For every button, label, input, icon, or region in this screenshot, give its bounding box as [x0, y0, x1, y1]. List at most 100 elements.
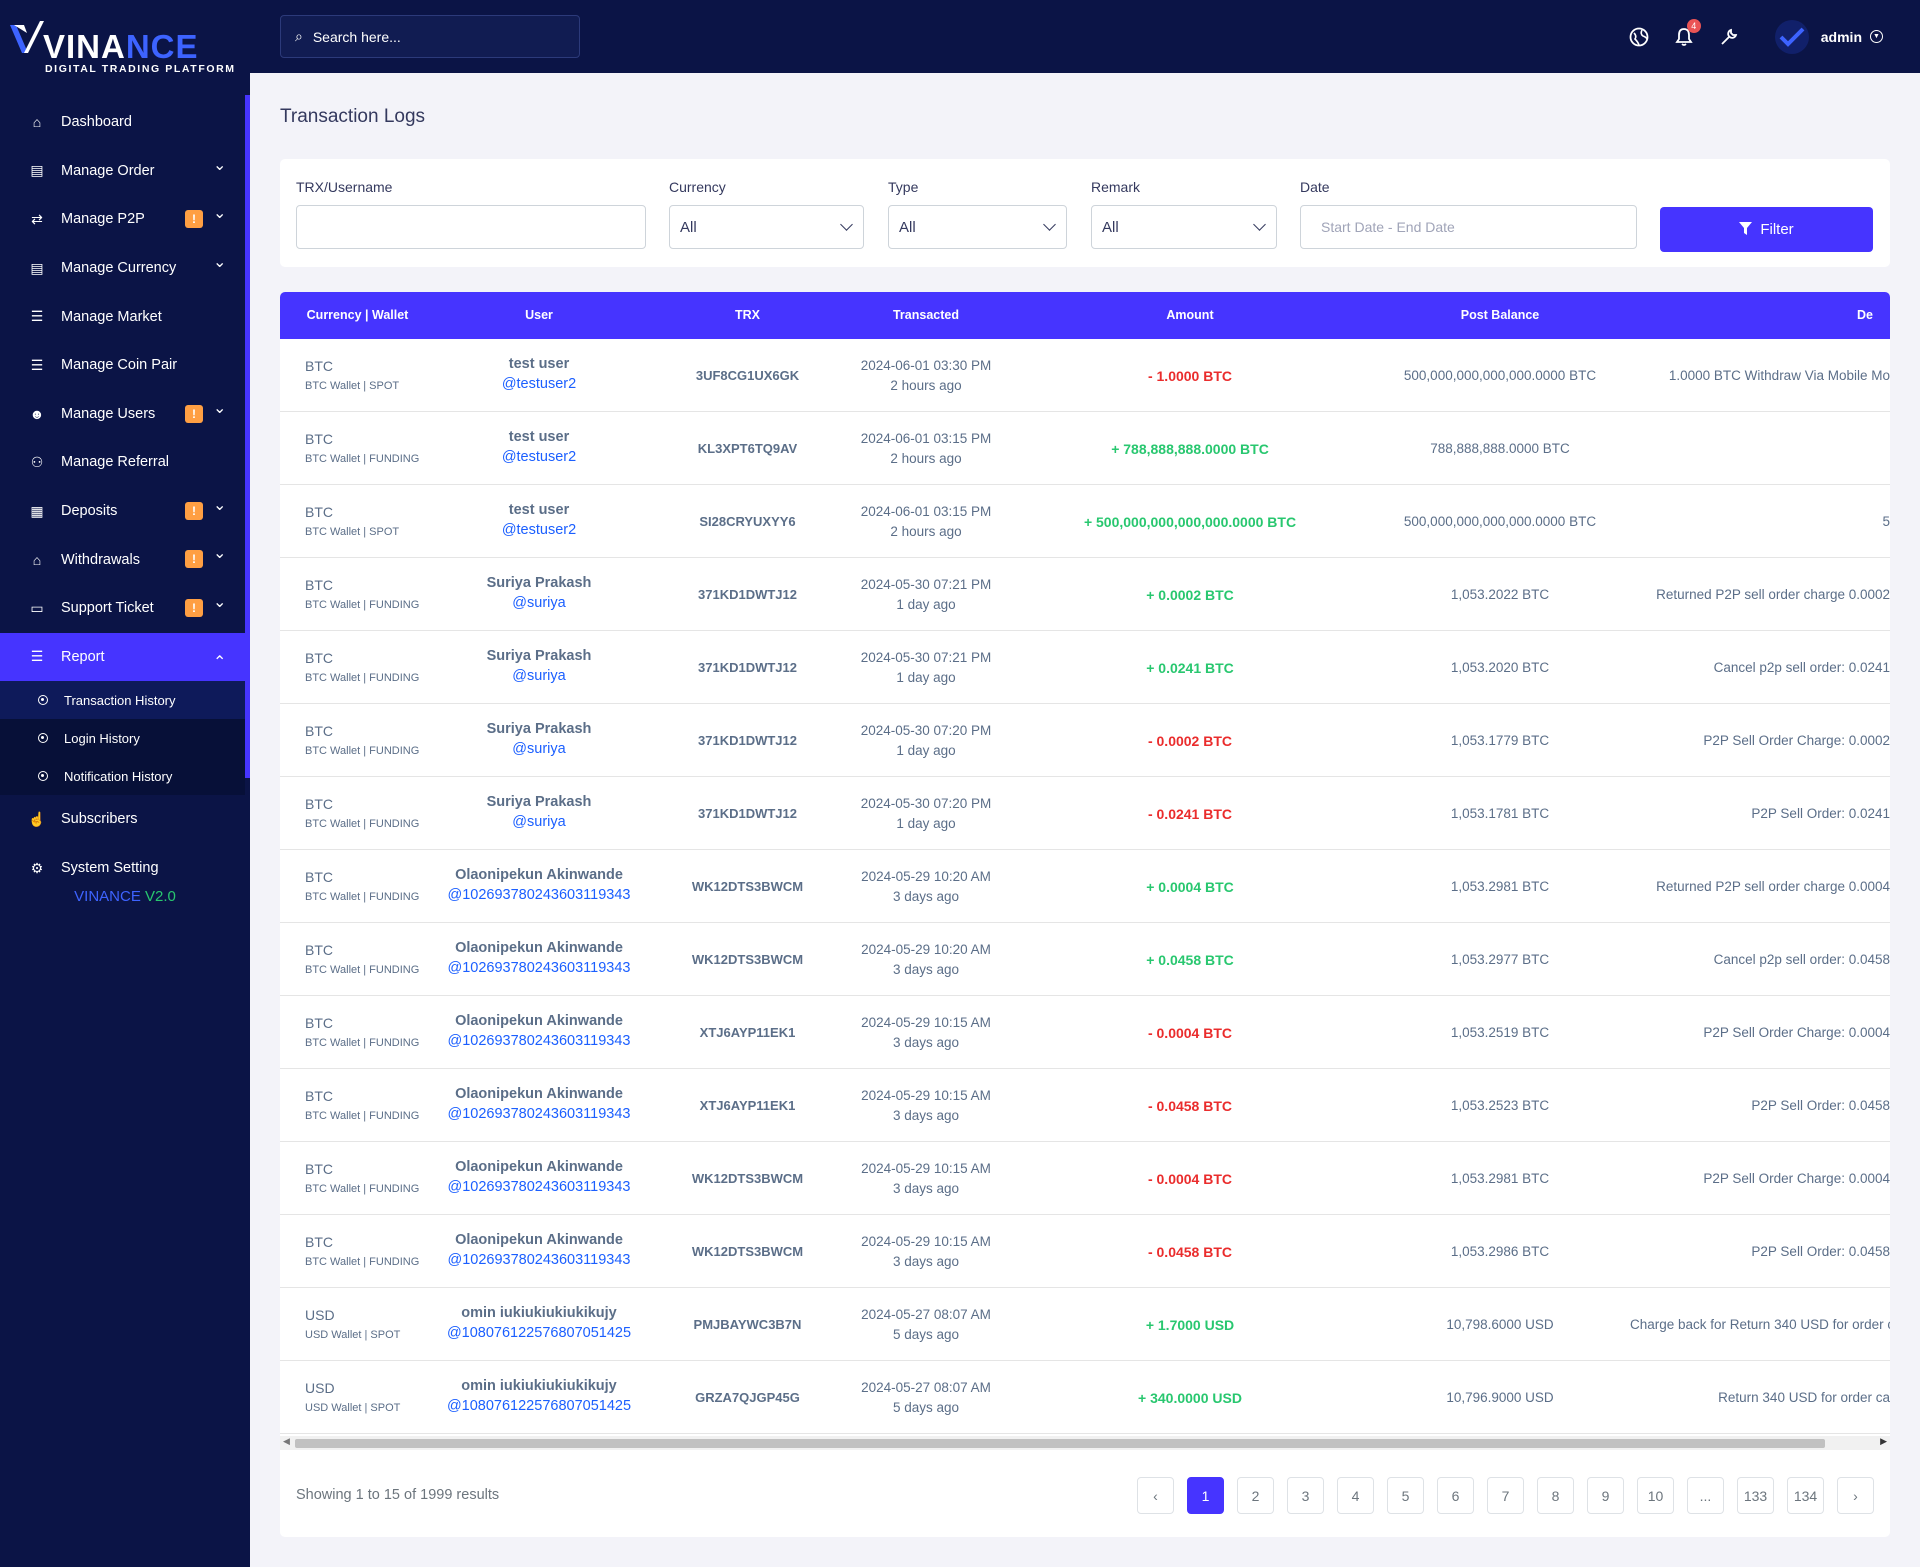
page-button[interactable]: 10 — [1637, 1477, 1674, 1514]
logo-v-icon — [10, 20, 44, 53]
page-button[interactable]: 2 — [1237, 1477, 1274, 1514]
submenu-item-transaction-history[interactable]: Transaction History — [0, 681, 245, 720]
user-handle-link[interactable]: @102693780243603119343 — [447, 1179, 631, 1195]
scroll-left-icon[interactable]: ◀ — [283, 1436, 290, 1446]
user-handle-link[interactable]: @testuser2 — [501, 522, 577, 538]
currency-wallet-cell: BTC BTC Wallet | FUNDING — [305, 1234, 419, 1268]
col-transacted[interactable]: Transacted — [892, 308, 959, 322]
filter-button[interactable]: Filter — [1660, 207, 1873, 252]
page-button[interactable]: 5 — [1387, 1477, 1424, 1514]
currency-wallet-cell: BTC BTC Wallet | FUNDING — [305, 1015, 419, 1049]
wrench-icon[interactable] — [1717, 25, 1741, 49]
horizontal-scrollbar[interactable]: ◀ ▶ — [280, 1436, 1890, 1450]
currency-code: BTC — [305, 1015, 333, 1031]
next-page-button[interactable]: › — [1837, 1477, 1874, 1514]
sidebar-item-withdrawals[interactable]: ⌂ Withdrawals! ⌄ — [0, 535, 245, 584]
col-user[interactable]: User — [525, 308, 553, 322]
type-select[interactable]: All — [888, 205, 1067, 249]
col-amount[interactable]: Amount — [1166, 308, 1214, 322]
transacted-cell: 2024-05-30 07:21 PM 1 day ago — [846, 648, 1006, 688]
sidebar-item-manage-market[interactable]: ☰ Manage Market — [0, 292, 245, 341]
page-button[interactable]: 133 — [1737, 1477, 1774, 1514]
user-handle-link[interactable]: @108076122576807051425 — [446, 1325, 632, 1341]
remark-select[interactable]: All — [1091, 205, 1277, 249]
col-trx[interactable]: TRX — [735, 308, 760, 322]
sidebar-item-dashboard[interactable]: ⌂ Dashboard — [0, 98, 245, 147]
search-input[interactable]: ⌕ Search here... — [280, 15, 580, 58]
user-handle-link[interactable]: @102693780243603119343 — [447, 1252, 631, 1268]
user-handle-link[interactable]: @suriya — [512, 595, 566, 611]
sidebar-item-support-ticket[interactable]: ▭ Support Ticket! ⌄ — [0, 584, 245, 633]
user-handle-link[interactable]: @102693780243603119343 — [447, 960, 631, 976]
details: P2P Sell Order: 0.0458 — [1751, 1098, 1890, 1113]
currency-select[interactable]: All — [669, 205, 864, 249]
scrollbar-thumb[interactable] — [295, 1439, 1825, 1448]
transactions-table: Currency | Wallet User TRX Transacted Am… — [280, 292, 1890, 1537]
col-details[interactable]: De — [1857, 308, 1873, 322]
scroll-right-icon[interactable]: ▶ — [1880, 1436, 1887, 1446]
sidebar-scrollbar[interactable] — [245, 95, 250, 778]
trx-username-input[interactable] — [296, 205, 646, 249]
user-handle-link[interactable]: @testuser2 — [501, 376, 577, 392]
table-row: BTC BTC Wallet | FUNDING Olaonipekun Akinw… — [280, 1142, 1890, 1215]
user-cell: omin iukiukiukiukikujy @10807612257680705… — [434, 1305, 644, 1341]
sidebar-item-report[interactable]: ☰ Report ⌃ — [0, 632, 245, 682]
sidebar-item-label: Deposits — [61, 503, 118, 520]
transacted-ago: 1 day ago — [896, 816, 956, 831]
globe-icon[interactable] — [1627, 25, 1651, 49]
sidebar-item-manage-p2p[interactable]: ⇄ Manage P2P! ⌄ — [0, 195, 245, 244]
transacted-cell: 2024-06-01 03:15 PM 2 hours ago — [846, 429, 1006, 469]
transacted-ago: 1 day ago — [896, 597, 956, 612]
sidebar-item-manage-users[interactable]: ☻ Manage Users! ⌄ — [0, 390, 245, 439]
table-row: BTC BTC Wallet | FUNDING Suriya Prakash @su… — [280, 558, 1890, 631]
date-range-input[interactable]: Start Date - End Date — [1300, 205, 1637, 249]
col-post-balance[interactable]: Post Balance — [1460, 308, 1540, 322]
bell-icon[interactable]: 4 — [1672, 18, 1701, 49]
submenu-item-login-history[interactable]: Login History — [0, 719, 245, 757]
user-handle-link[interactable]: @102693780243603119343 — [447, 1106, 631, 1122]
user-handle-link[interactable]: @suriya — [512, 814, 566, 830]
user-cell: Olaonipekun Akinwande @102693780243603119… — [434, 1086, 644, 1122]
transacted-date: 2024-05-29 10:15 AM — [861, 1161, 991, 1176]
user-handle-link[interactable]: @108076122576807051425 — [446, 1398, 632, 1414]
trx-id: 371KD1DWTJ12 — [698, 660, 797, 675]
page-button[interactable]: 8 — [1537, 1477, 1574, 1514]
trx-id: SI28CRYUXYY6 — [699, 514, 796, 529]
sidebar-item-manage-currency[interactable]: ▤ Manage Currency ⌄ — [0, 244, 245, 293]
page-button[interactable]: 134 — [1787, 1477, 1824, 1514]
user-handle-link[interactable]: @suriya — [512, 668, 566, 684]
sidebar-item-label: Report — [61, 648, 105, 665]
page-button[interactable]: 7 — [1487, 1477, 1524, 1514]
page-button[interactable]: 4 — [1337, 1477, 1374, 1514]
user-fullname: test user — [508, 356, 570, 372]
user-handle-link[interactable]: @suriya — [512, 741, 566, 757]
page-button[interactable]: 6 — [1437, 1477, 1474, 1514]
table-row: BTC BTC Wallet | FUNDING Suriya Prakash @su… — [280, 704, 1890, 777]
sidebar-item-manage-coin-pair[interactable]: ☰ Manage Coin Pair — [0, 341, 245, 390]
sidebar-item-manage-referral[interactable]: ⚇ Manage Referral — [0, 438, 245, 487]
user-cell: Olaonipekun Akinwande @102693780243603119… — [434, 940, 644, 976]
prev-page-button[interactable]: ‹ — [1137, 1477, 1174, 1514]
user-handle-link[interactable]: @testuser2 — [501, 449, 577, 465]
transacted-cell: 2024-06-01 03:15 PM 2 hours ago — [846, 502, 1006, 542]
sidebar-item-system-setting[interactable]: ⚙ System Setting — [0, 844, 245, 893]
page-button[interactable]: 3 — [1287, 1477, 1324, 1514]
col-currency-wallet[interactable]: Currency | Wallet — [306, 308, 409, 322]
alert-badge: ! — [185, 501, 203, 520]
brand-logo[interactable]: VINANCE DIGITAL TRADING PLATFORM — [0, 0, 250, 75]
page-button[interactable]: 1 — [1187, 1477, 1224, 1514]
transacted-cell: 2024-05-27 08:07 AM 5 days ago — [846, 1378, 1006, 1418]
user-handle-link[interactable]: @102693780243603119343 — [447, 1033, 631, 1049]
user-cell: omin iukiukiukiukikujy @10807612257680705… — [434, 1378, 644, 1414]
admin-menu[interactable]: admin ▼ — [1774, 19, 1883, 54]
sidebar-item-subscribers[interactable]: ☝ Subscribers — [0, 795, 245, 844]
user-handle-link[interactable]: @10269378024360311934​3 — [447, 887, 631, 903]
sidebar-item-manage-order[interactable]: ▤ Manage Order ⌄ — [0, 147, 245, 196]
page-button[interactable]: 9 — [1587, 1477, 1624, 1514]
currency-wallet-cell: USD USD Wallet | SPOT — [305, 1380, 400, 1414]
sidebar-item-deposits[interactable]: ▦ Deposits! ⌄ — [0, 487, 245, 536]
transacted-cell: 2024-05-29 10:15 AM 3 days ago — [846, 1013, 1006, 1053]
chevron-down-icon: ▼ — [1870, 30, 1883, 43]
bank-icon: ⌂ — [32, 551, 42, 568]
submenu-item-notification-history[interactable]: Notification History — [0, 757, 245, 795]
